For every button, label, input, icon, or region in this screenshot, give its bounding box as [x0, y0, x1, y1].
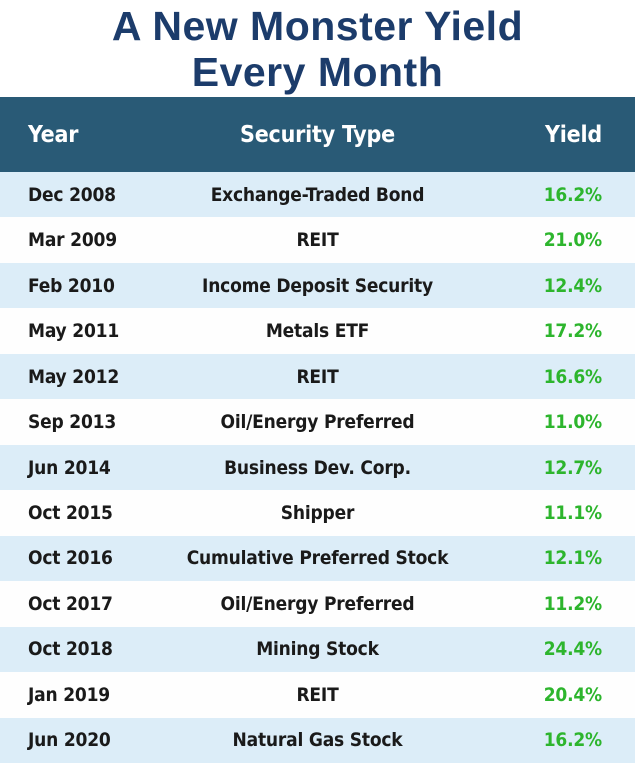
yield-cell: 16.2% [543, 183, 603, 206]
title-line-1: A New Monster Yield [111, 2, 524, 49]
column-header-year: Year [28, 121, 79, 148]
security-type-cell: Exchange-Traded Bond [210, 183, 425, 206]
table-row: Jun 2020 Natural Gas Stock 16.2% [0, 717, 635, 763]
table-row: Jun 2014 Business Dev. Corp. 12.7% [0, 444, 635, 491]
table-row: May 2012 REIT 16.6% [0, 353, 635, 400]
year-cell: Oct 2015 [28, 502, 113, 525]
security-type-cell: Business Dev. Corp. [224, 456, 411, 479]
yield-cell: 12.4% [543, 274, 603, 297]
table-header-row: Year Security Type Yield [0, 97, 635, 172]
yield-cell: 16.6% [543, 365, 603, 388]
security-type-cell: REIT [296, 683, 339, 706]
year-cell: Mar 2009 [28, 229, 117, 252]
security-type-cell: REIT [296, 365, 339, 388]
page-title: A New Monster Yield Every Month [0, 0, 635, 97]
table-row: Oct 2017 Oil/Energy Preferred 11.2% [0, 581, 635, 627]
year-cell: Oct 2017 [28, 592, 113, 615]
year-cell: May 2011 [28, 320, 120, 343]
yield-cell: 11.0% [543, 411, 603, 434]
table-row: Oct 2018 Mining Stock 24.4% [0, 626, 635, 673]
year-cell: Feb 2010 [28, 274, 115, 297]
security-type-cell: Oil/Energy Preferred [220, 592, 415, 615]
yield-cell: 11.2% [543, 592, 603, 615]
year-cell: Oct 2018 [28, 638, 113, 661]
table-row: Dec 2008 Exchange-Traded Bond 16.2% [0, 172, 635, 218]
table-row: Feb 2010 Income Deposit Security 12.4% [0, 262, 635, 309]
security-type-cell: Natural Gas Stock [232, 729, 403, 752]
security-type-cell: Oil/Energy Preferred [220, 411, 415, 434]
table-row: Oct 2016 Cumulative Preferred Stock 12.1… [0, 535, 635, 582]
yield-cell: 24.4% [543, 638, 603, 661]
security-type-cell: Metals ETF [265, 320, 370, 343]
yield-cell: 17.2% [543, 320, 603, 343]
title-line-2: Every Month [191, 48, 444, 95]
year-cell: May 2012 [28, 365, 120, 388]
table-row: Mar 2009 REIT 21.0% [0, 217, 635, 263]
column-header-security-type: Security Type [240, 121, 395, 148]
column-header-yield: Yield [544, 121, 602, 148]
security-type-cell: Cumulative Preferred Stock [186, 547, 449, 570]
table-row: Jan 2019 REIT 20.4% [0, 672, 635, 718]
yield-cell: 12.7% [543, 456, 603, 479]
table-row: Sep 2013 Oil/Energy Preferred 11.0% [0, 399, 635, 445]
yield-cell: 20.4% [543, 683, 603, 706]
year-cell: Dec 2008 [28, 183, 116, 206]
table-row: Oct 2015 Shipper 11.1% [0, 490, 635, 536]
table-row: May 2011 Metals ETF 17.2% [0, 308, 635, 354]
security-type-cell: REIT [296, 229, 339, 252]
yield-cell: 12.1% [543, 547, 603, 570]
year-cell: Sep 2013 [28, 411, 117, 434]
yield-cell: 21.0% [543, 229, 603, 252]
security-type-cell: Mining Stock [256, 638, 379, 661]
year-cell: Oct 2016 [28, 547, 113, 570]
year-cell: Jun 2020 [28, 729, 111, 752]
table-body: Dec 2008 Exchange-Traded Bond 16.2% Mar … [0, 172, 635, 763]
year-cell: Jan 2019 [28, 683, 110, 706]
yield-cell: 16.2% [543, 729, 603, 752]
security-type-cell: Income Deposit Security [202, 274, 433, 297]
yield-cell: 11.1% [543, 502, 603, 525]
security-type-cell: Shipper [280, 502, 355, 525]
year-cell: Jun 2014 [28, 456, 111, 479]
